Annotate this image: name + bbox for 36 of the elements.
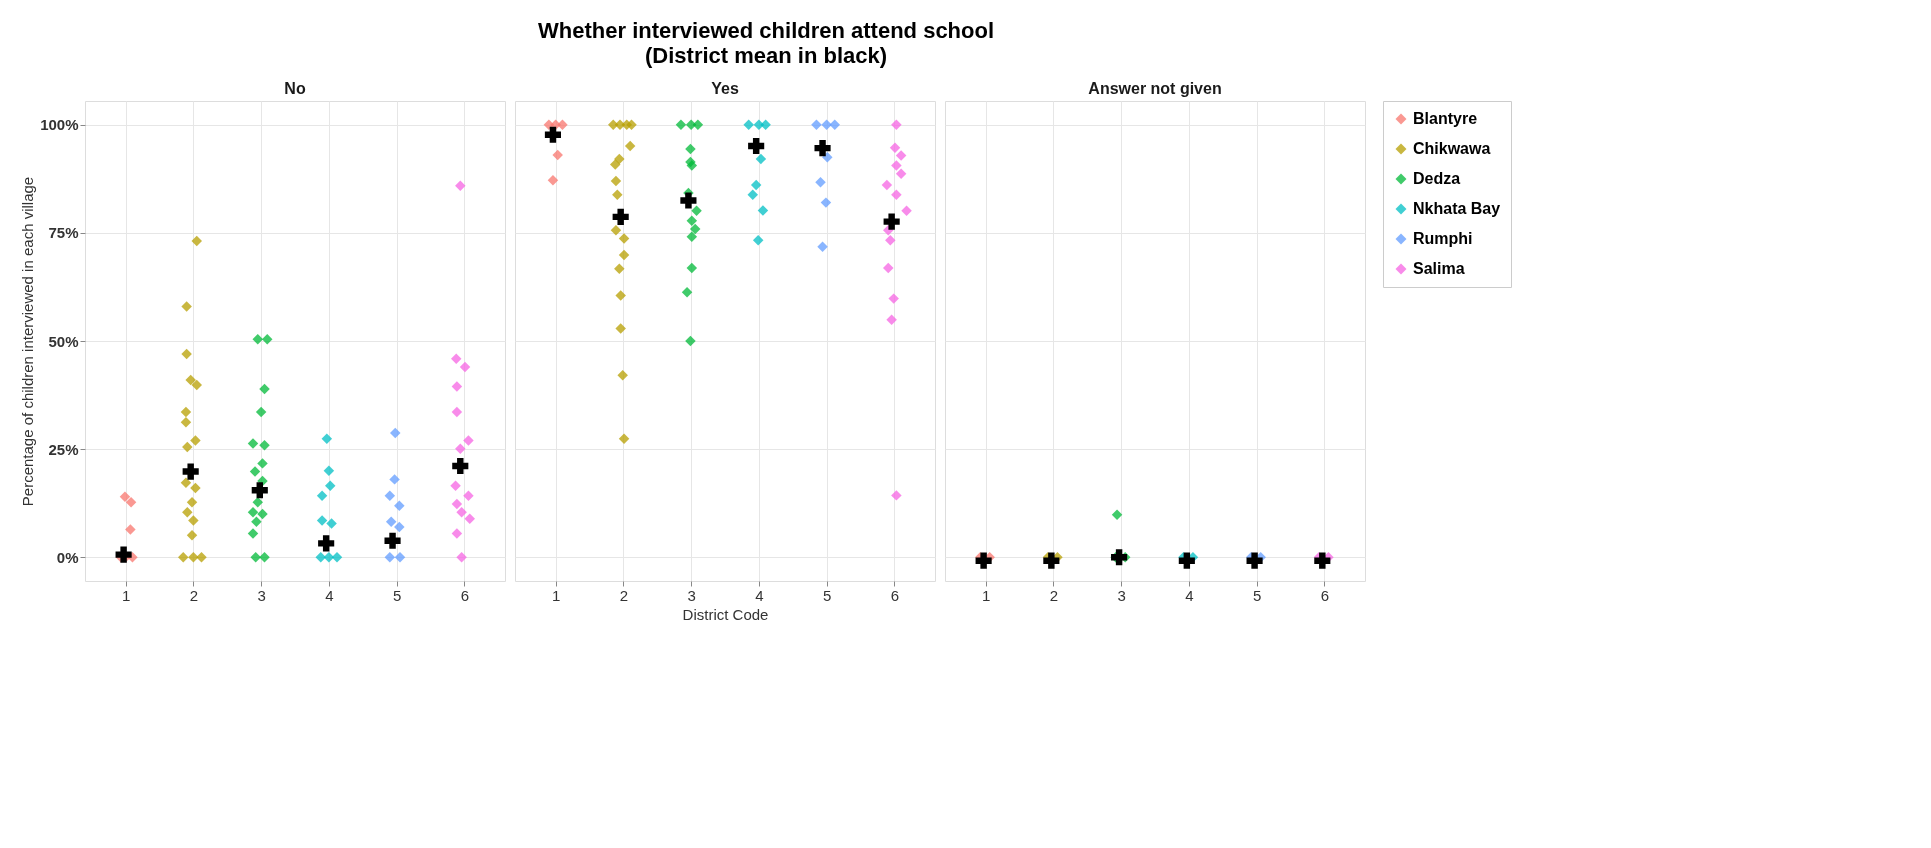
x-tick-label: 4 (325, 586, 334, 604)
x-tick-label: 6 (460, 586, 470, 604)
chart-title: No (284, 80, 306, 97)
y-tick-label: 25% (48, 440, 79, 458)
legend-label: Nkhata Bay (1413, 200, 1501, 217)
x-tick-label: 2 (189, 586, 199, 604)
y-tick-label: 100% (40, 116, 79, 134)
x-tick-label: 2 (1049, 586, 1059, 604)
x-axis-title: District Code (682, 605, 769, 623)
x-tick-label: 4 (755, 586, 764, 604)
x-tick-label: 5 (392, 586, 402, 604)
legend-label: Chikwawa (1413, 140, 1491, 157)
x-tick-label: 3 (257, 586, 266, 604)
x-tick-label: 6 (1320, 586, 1330, 604)
y-tick-label: 0% (56, 548, 79, 566)
chart-title: Answer not given (1088, 79, 1222, 97)
text: Whether interviewed children attend school (538, 18, 995, 43)
legend-label: Salima (1413, 260, 1465, 277)
legend-label: Blantyre (1413, 110, 1478, 127)
y-tick-label: 75% (48, 224, 79, 242)
x-tick-label: 1 (121, 586, 131, 604)
y-axis-title: Percentage of children interviewed in each village (19, 176, 37, 507)
legend-label: Dedza (1413, 170, 1461, 187)
x-tick-label: 6 (890, 586, 900, 604)
chart-title: Yes (711, 80, 739, 97)
x-tick-label: 5 (1252, 586, 1262, 604)
x-tick-label: 2 (619, 586, 629, 604)
legend-label: Rumphi (1413, 230, 1473, 247)
x-tick-label: 5 (822, 586, 832, 604)
x-tick-label: 3 (687, 586, 696, 604)
x-tick-label: 1 (551, 586, 561, 604)
x-tick-label: 4 (1185, 586, 1194, 604)
x-tick-label: 3 (1117, 586, 1126, 604)
text: (District mean in black) (645, 43, 888, 68)
x-tick-label: 1 (981, 586, 991, 604)
y-tick-label: 50% (48, 332, 79, 350)
